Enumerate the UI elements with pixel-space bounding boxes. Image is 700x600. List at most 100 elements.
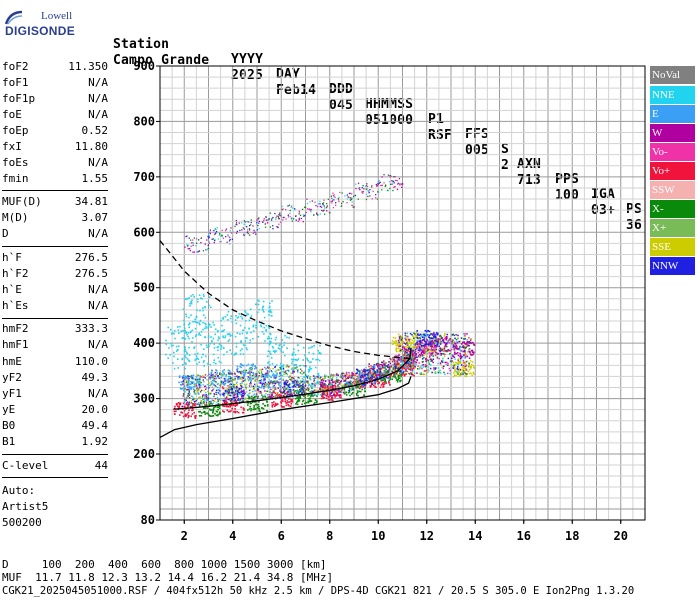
echo-point-sse — [455, 361, 457, 364]
echo-point-vo — [330, 399, 333, 401]
echo-point — [286, 387, 288, 389]
echo-point-vo — [180, 411, 183, 413]
echo-point — [225, 375, 227, 377]
echo-point — [296, 382, 299, 384]
echo-point — [390, 358, 392, 361]
echo-point-vo — [409, 360, 411, 362]
echo-point — [219, 394, 221, 396]
echo-point — [338, 379, 340, 382]
echo-point — [367, 378, 369, 381]
echo-point-vo — [280, 404, 283, 407]
echo-point-upper — [230, 232, 232, 234]
echo-point — [260, 369, 262, 371]
echo-point — [205, 388, 207, 390]
echo-point — [290, 379, 292, 381]
echo-point-upper — [200, 242, 202, 244]
echo-point — [399, 370, 402, 373]
echo-point-nne — [188, 346, 190, 349]
echo-point-nnw — [288, 383, 291, 385]
echo-point-upper — [367, 190, 370, 193]
echo-point — [281, 365, 284, 367]
echo-point — [302, 365, 305, 367]
echo-point — [435, 336, 437, 339]
echo-point-x — [297, 398, 300, 401]
echo-point-x — [247, 402, 249, 404]
echo-point — [364, 378, 366, 381]
echo-point-upper — [377, 191, 379, 193]
echo-point — [403, 353, 405, 356]
echo-point — [377, 380, 379, 382]
echo-point-upper — [298, 210, 301, 212]
echo-point-x — [209, 400, 211, 403]
echo-point-nne — [227, 319, 229, 321]
echo-point — [421, 334, 423, 336]
echo-point — [432, 332, 435, 335]
echo-point — [215, 391, 217, 394]
echo-point-nne — [196, 321, 199, 324]
echo-point-e — [249, 374, 252, 377]
echo-point-x — [198, 404, 201, 407]
echo-point-vo — [345, 378, 347, 380]
echo-point — [357, 378, 359, 380]
echo-point — [196, 374, 198, 376]
echo-point-upper — [381, 176, 383, 178]
echo-point-e — [220, 376, 223, 379]
echo-point-nnw — [287, 391, 289, 393]
echo-point — [285, 388, 288, 390]
echo-point — [432, 355, 435, 357]
echo-point-nne — [211, 340, 213, 342]
echo-point — [424, 335, 426, 338]
echo-point — [192, 403, 194, 405]
echo-point-vo — [229, 410, 231, 413]
echo-point — [364, 373, 366, 375]
echo-point — [232, 384, 234, 387]
echo-point — [238, 398, 241, 400]
echo-point-nnw — [223, 392, 226, 395]
echo-point-vo — [289, 401, 291, 403]
param-value: 276.5 — [74, 251, 108, 264]
echo-point-nne — [249, 308, 252, 311]
echo-point — [269, 368, 271, 370]
echo-point-nne — [222, 336, 225, 339]
echo-point-nne — [184, 355, 186, 357]
echo-point — [287, 389, 289, 391]
echo-point-x — [312, 395, 314, 397]
echo-point — [214, 380, 217, 383]
echo-point — [419, 347, 421, 350]
echo-point-upper — [192, 242, 194, 244]
echo-point — [317, 376, 319, 378]
echo-point-x — [356, 394, 358, 396]
echo-point — [286, 393, 288, 395]
echo-point — [321, 386, 323, 389]
echo-point-nne — [312, 352, 315, 355]
echo-point — [234, 393, 236, 395]
echo-point-upper — [275, 218, 277, 220]
echo-point-nne — [268, 343, 271, 346]
echo-point-x — [392, 375, 394, 378]
echo-point-nnw — [227, 392, 229, 395]
echo-point — [184, 398, 186, 400]
echo-point-vo — [290, 405, 292, 407]
echo-point-nnw — [429, 342, 431, 344]
echo-point — [214, 400, 216, 403]
echo-point-nne — [180, 330, 183, 333]
echo-point — [235, 391, 238, 393]
echo-point-vo — [274, 404, 277, 406]
echo-point-nnw — [229, 394, 232, 397]
echo-point-sse — [454, 370, 456, 373]
echo-point-sse — [453, 372, 455, 374]
echo-point-nne — [268, 337, 270, 339]
echo-points — [165, 174, 476, 419]
echo-point — [435, 348, 437, 351]
echo-point — [426, 352, 429, 355]
echo-point — [444, 361, 446, 364]
echo-point — [366, 375, 368, 377]
echo-point — [185, 397, 188, 399]
echo-point — [449, 369, 451, 372]
echo-point-upper — [386, 189, 389, 191]
echo-point-vo — [397, 357, 399, 360]
echo-point-x — [303, 391, 305, 393]
param-row: B1 1.92 — [2, 435, 108, 451]
echo-point-vo — [234, 396, 236, 399]
echo-point-x — [384, 378, 387, 380]
